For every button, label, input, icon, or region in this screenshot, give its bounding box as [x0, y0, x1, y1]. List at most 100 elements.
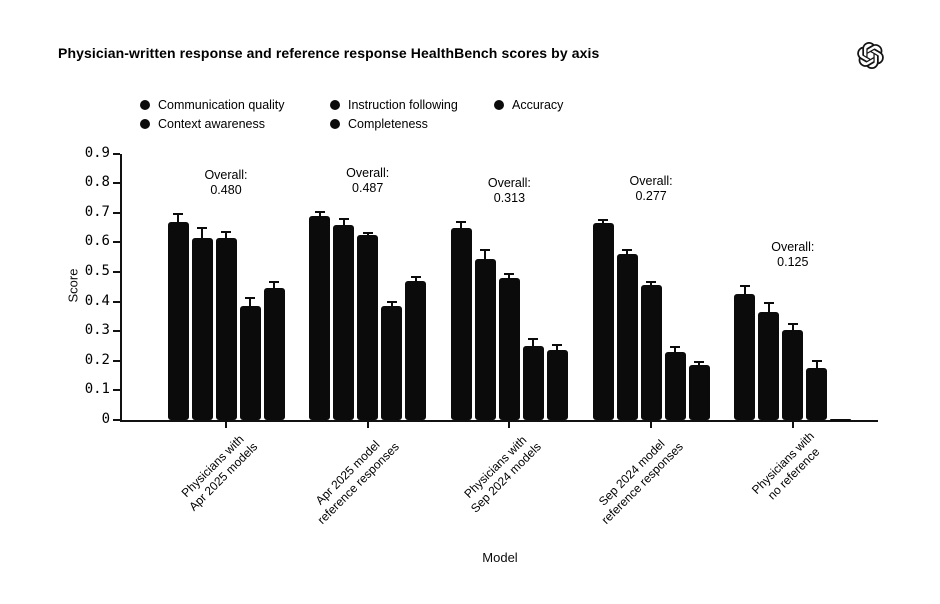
error-bar-whisker	[626, 249, 629, 258]
y-tick-label: 0.9	[84, 144, 110, 161]
error-bar-cap	[670, 346, 681, 349]
bar-accuracy-group2	[357, 235, 379, 420]
error-bar-whisker	[460, 222, 463, 231]
overall-annotation-value: 0.125	[777, 254, 809, 269]
bar-instruction-following-group1	[191, 237, 213, 420]
error-bar-cap	[646, 281, 657, 284]
y-tick-label: 0	[101, 411, 110, 427]
y-tick	[113, 241, 120, 244]
y-tick	[113, 330, 120, 333]
overall-annotation: Overall: 0.487	[313, 166, 423, 196]
error-bar-whisker	[225, 232, 227, 241]
error-bar-cap	[598, 218, 609, 221]
error-bar-cap	[552, 344, 563, 347]
overall-annotation: Overall: 0.313	[454, 176, 564, 206]
bar-accuracy-group5	[782, 329, 804, 420]
error-bar-whisker	[508, 274, 511, 281]
legend-label: Accuracy	[512, 98, 564, 112]
bar-communication-quality-group2	[309, 215, 331, 420]
error-bar-whisker	[602, 219, 605, 227]
overall-annotation-label: Overall:	[629, 173, 673, 188]
overall-annotation-label: Overall:	[204, 168, 248, 183]
y-tick-label: 0.5	[84, 263, 110, 279]
overall-annotation-label: Overall:	[771, 239, 815, 254]
error-bar-whisker	[743, 285, 746, 298]
error-bar-whisker	[249, 298, 251, 310]
overall-annotation-label: Overall:	[346, 166, 390, 181]
x-tick-label: Apr 2025 model reference responses	[304, 429, 403, 528]
bar-accuracy-group3	[498, 277, 520, 420]
error-bar-cap	[314, 211, 325, 214]
y-tick-label: 0.6	[84, 233, 110, 250]
overall-annotation-value: 0.487	[352, 181, 384, 196]
openai-logo-icon	[857, 42, 884, 69]
error-bar-whisker	[698, 362, 701, 369]
legend-item-context-awareness: Context awareness	[140, 117, 330, 131]
bar-instruction-following-group2	[333, 224, 355, 420]
error-bar-whisker	[674, 347, 677, 355]
x-tick-label: Physicians with Apr 2025 models	[176, 429, 261, 514]
legend-dot-icon	[140, 119, 150, 129]
bar-completeness-group3	[546, 350, 568, 420]
y-tick	[113, 359, 120, 362]
bar-completeness-group2	[405, 280, 427, 420]
legend-dot-icon	[140, 100, 150, 110]
error-bar-whisker	[342, 219, 345, 228]
y-tick-label: 0.8	[84, 174, 110, 191]
error-bar-cap	[173, 213, 183, 216]
error-bar-cap	[763, 302, 774, 305]
y-tick	[113, 419, 120, 421]
legend-label: Instruction following	[348, 98, 458, 112]
error-bar-whisker	[390, 301, 393, 310]
y-tick	[113, 300, 120, 303]
overall-annotation: Overall: 0.480	[171, 168, 281, 198]
y-tick-label: 0.1	[84, 381, 110, 398]
error-bar-cap	[362, 231, 373, 234]
x-tick-label: Sep 2024 model reference responses	[588, 429, 687, 528]
overall-annotation-value: 0.480	[210, 183, 242, 198]
bar-context-awareness-group1	[239, 306, 261, 420]
y-tick	[113, 271, 120, 273]
x-axis-title: Model	[482, 550, 518, 565]
overall-annotation: Overall: 0.277	[596, 174, 706, 204]
x-tick-label: Physicians with Sep 2024 models	[457, 429, 544, 516]
error-bar-cap	[338, 218, 349, 221]
overall-annotation-label: Overall:	[487, 176, 531, 191]
error-bar-cap	[245, 297, 255, 300]
error-bar-whisker	[414, 277, 417, 284]
bar-instruction-following-group3	[474, 258, 496, 420]
error-bar-cap	[739, 284, 750, 287]
bar-context-awareness-group2	[381, 306, 403, 420]
error-bar-whisker	[273, 282, 275, 292]
error-bar-cap	[197, 226, 207, 229]
error-bar-whisker	[556, 345, 559, 354]
overall-annotation: Overall: 0.125	[738, 240, 848, 270]
figure-title: Physician-written response and reference…	[58, 45, 600, 61]
legend-dot-icon	[330, 100, 340, 110]
bar-context-awareness-group5	[806, 368, 828, 420]
x-tick	[650, 422, 653, 428]
error-bar-whisker	[791, 323, 794, 333]
error-bar-cap	[622, 248, 633, 251]
legend-item-accuracy: Accuracy	[494, 98, 563, 112]
error-bar-cap	[386, 300, 397, 303]
legend-item-completeness: Completeness	[330, 117, 494, 131]
bar-context-awareness-group4	[664, 351, 686, 420]
x-tick	[508, 422, 511, 428]
legend-label: Completeness	[348, 117, 428, 131]
error-bar-whisker	[484, 249, 487, 262]
error-bar-cap	[410, 276, 421, 279]
bar-completeness-group4	[688, 365, 710, 420]
error-bar-whisker	[177, 214, 179, 225]
y-tick-label: 0.3	[84, 322, 110, 339]
bar-context-awareness-group3	[522, 346, 544, 420]
error-bar-cap	[480, 248, 491, 251]
overall-annotation-value: 0.277	[635, 188, 667, 203]
bar-completeness-group1	[263, 288, 285, 420]
error-bar-cap	[811, 359, 822, 362]
legend-label: Context awareness	[158, 117, 266, 131]
y-tick-label: 0.4	[84, 292, 110, 309]
legend-item-instruction-following: Instruction following	[330, 98, 494, 112]
y-tick	[113, 211, 120, 214]
